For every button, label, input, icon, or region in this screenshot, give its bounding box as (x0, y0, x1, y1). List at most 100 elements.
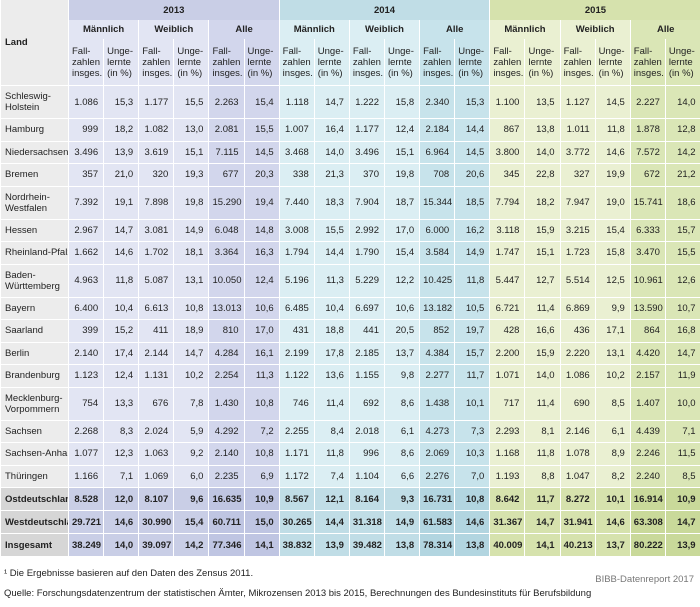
group-header: Männlich (489, 20, 561, 39)
value-cell: 10,6 (383, 296, 420, 320)
sub-header-line: (in %) (668, 67, 694, 79)
value-cell: 7.904 (348, 185, 385, 219)
value-cell: 14,4 (313, 241, 350, 264)
value-cell: 14,9 (383, 510, 420, 534)
sub-header-line: insges. (282, 67, 313, 79)
value-cell: 1.086 (67, 85, 104, 119)
land-cell: Sachsen-Anhalt (0, 442, 69, 465)
sub-header-line: Unge- (107, 45, 133, 57)
land-name: Hamburg (5, 124, 45, 136)
value-cell: 18,3 (313, 185, 350, 219)
value-cell: 20,5 (383, 319, 420, 342)
value-cell: 40.009 (489, 533, 525, 556)
sub-header-line: (in %) (177, 67, 203, 79)
value-cell: 1.155 (348, 364, 385, 387)
value-cell: 6.869 (559, 296, 596, 320)
sub-header-line: zahlen (72, 56, 100, 68)
sub-header-line: Unge- (528, 45, 555, 57)
sub-header-line: Fall- (633, 45, 653, 57)
value-cell: 10,4 (103, 296, 139, 320)
value-cell: 19,0 (594, 185, 631, 219)
value-cell: 8,2 (594, 464, 631, 488)
value-cell: 7.947 (559, 185, 596, 219)
table-row: Sachsen-Anhalt 1.077 12,3 1.063 9,2 2.140 10,8… (0, 442, 700, 465)
sub-header-line: Unge- (317, 45, 344, 57)
value-cell: 1.794 (278, 241, 315, 264)
value-cell: 7,1 (664, 419, 700, 443)
value-cell: 14,0 (313, 140, 350, 164)
group-header: Alle (208, 20, 280, 39)
summary-row: Westdeutschland29.72114,630.99015,460.71… (0, 510, 700, 534)
value-cell: 810 (208, 319, 245, 342)
land-name: Thüringen (5, 470, 48, 482)
value-cell: 8.164 (348, 487, 385, 511)
value-cell: 14,7 (664, 341, 700, 365)
value-cell: 5.514 (559, 263, 596, 297)
sub-header: Fall-zahlen insges. (419, 39, 455, 86)
value-cell: 6.333 (629, 218, 666, 242)
value-cell: 2.293 (489, 419, 525, 443)
value-cell: 15,2 (103, 319, 139, 342)
sub-header-line: (in %) (528, 67, 554, 79)
value-cell: 3.496 (67, 140, 104, 164)
value-cell: 2.220 (559, 341, 596, 365)
value-cell: 13,8 (524, 118, 561, 141)
value-cell: 12,0 (103, 487, 139, 511)
value-cell: 39.482 (348, 533, 385, 556)
value-cell: 1.168 (489, 442, 525, 465)
value-cell: 11,9 (664, 364, 700, 387)
summary-row: Insgesamt 38.249 14,0 39.097 14,2 77.346 14,1 3… (0, 533, 700, 556)
value-cell: 10,2 (594, 364, 631, 387)
value-cell: 327 (559, 163, 596, 186)
land-name: Niedersachsen (5, 146, 69, 158)
value-cell: 338 (278, 163, 315, 186)
value-cell: 15,4 (243, 85, 280, 119)
sub-header-line: (in %) (458, 67, 484, 79)
table-row: Berlin 2.140 17,4 2.144 14,7 4.284 16,1 2.199 17… (0, 341, 700, 365)
value-cell: 2.140 (208, 442, 245, 465)
value-cell: 15,3 (454, 85, 490, 119)
value-cell: 40.213 (559, 533, 596, 556)
land-header: Land (0, 0, 69, 86)
sub-header-line: insges. (423, 67, 454, 79)
value-cell: 8,4 (313, 419, 350, 443)
value-cell: 2.081 (208, 118, 245, 141)
value-cell: 4.284 (208, 341, 245, 365)
value-cell: 7.115 (208, 140, 245, 164)
value-cell: 1.078 (559, 442, 596, 465)
value-cell: 15,8 (594, 241, 631, 264)
value-cell: 10,3 (454, 442, 490, 465)
land-cell: Bayern (0, 296, 69, 320)
value-cell: 14,1 (524, 533, 561, 556)
sub-header: Fall-zahlen insges. (489, 39, 525, 86)
value-cell: 10,9 (243, 487, 280, 511)
value-cell: 3.619 (138, 140, 174, 164)
sub-header: Unge-lernte (in %) (243, 39, 280, 86)
value-cell: 6,1 (383, 419, 420, 443)
table-row: Brandenburg 1.123 12,4 1.131 10,2 2.254 11,3 1.… (0, 364, 700, 387)
group-header: Männlich (278, 20, 350, 39)
value-cell: 1.122 (278, 364, 315, 387)
sub-header: Unge-lernte (in %) (173, 39, 209, 86)
value-cell: 14,8 (243, 218, 280, 242)
value-cell: 6,6 (383, 464, 420, 488)
value-cell: 15,0 (243, 510, 280, 534)
value-cell: 10,8 (454, 487, 490, 511)
value-cell: 13,3 (103, 386, 139, 420)
value-cell: 10,6 (243, 296, 280, 320)
land-name: Bayern (5, 302, 36, 314)
value-cell: 31.367 (489, 510, 525, 534)
value-cell: 345 (489, 163, 525, 186)
value-cell: 2.277 (419, 364, 455, 387)
source: Quelle: Forschungsdatenzentrum der stati… (4, 588, 592, 599)
value-cell: 10,4 (313, 296, 350, 320)
value-cell: 31.941 (559, 510, 596, 534)
value-cell: 1.082 (138, 118, 174, 141)
value-cell: 12,8 (664, 118, 700, 141)
value-cell: 13,9 (313, 533, 350, 556)
land-name: Brandenburg (5, 370, 60, 382)
value-cell: 19,9 (594, 163, 631, 186)
value-cell: 14,7 (173, 341, 209, 365)
value-cell: 3.215 (559, 218, 596, 242)
value-cell: 9,2 (173, 442, 209, 465)
